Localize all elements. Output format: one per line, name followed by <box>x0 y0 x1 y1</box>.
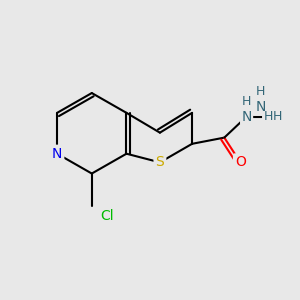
Text: N: N <box>52 147 62 161</box>
Text: S: S <box>155 155 164 170</box>
Text: Cl: Cl <box>100 208 113 223</box>
Text: N: N <box>242 110 252 124</box>
Text: H: H <box>242 95 251 108</box>
Text: H: H <box>264 110 274 123</box>
Text: N: N <box>255 100 266 114</box>
Text: H: H <box>255 85 265 98</box>
Text: O: O <box>235 155 246 170</box>
Text: H: H <box>273 110 282 123</box>
